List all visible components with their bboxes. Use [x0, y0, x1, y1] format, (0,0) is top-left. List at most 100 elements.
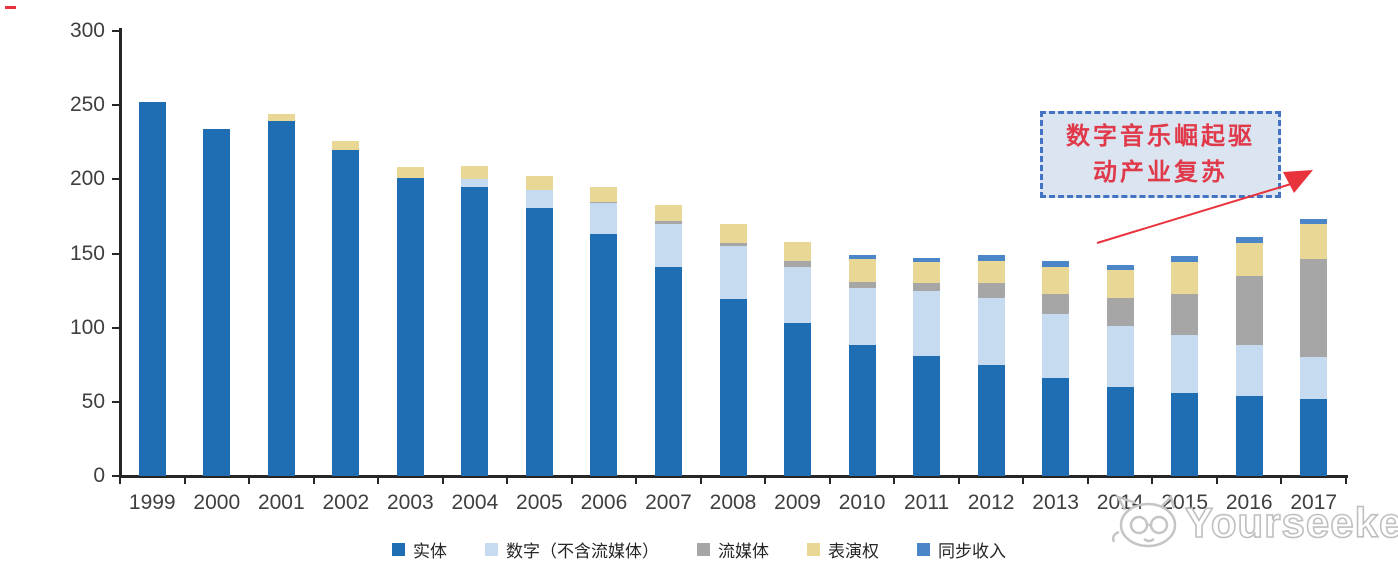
legend-item-physical: 实体 — [392, 537, 447, 562]
x-axis-tick-mark — [828, 476, 831, 484]
bar-2006-streaming — [590, 201, 618, 204]
x-axis-tick-label-2008: 2008 — [709, 491, 757, 514]
bar-2004-performance-rights — [461, 165, 489, 180]
bar-2015-performance-rights — [1171, 262, 1199, 294]
x-axis-tick-label-2001: 2001 — [257, 491, 305, 514]
bar-2016-physical — [1235, 395, 1263, 476]
bar-2003-physical — [396, 177, 424, 476]
bar-1999-physical — [138, 102, 166, 476]
cat-logo-icon — [1111, 494, 1177, 548]
x-axis-tick-mark — [1086, 476, 1089, 484]
x-axis-line — [119, 475, 1348, 478]
bar-2013-performance-rights — [1042, 266, 1070, 294]
x-axis-tick-label-2011: 2011 — [903, 491, 950, 514]
x-axis-tick-mark — [570, 476, 573, 484]
legend-item-streaming: 流媒体 — [697, 537, 769, 562]
legend-label-sync: 同步收入 — [938, 542, 1006, 561]
bar-2012-sync — [977, 254, 1005, 261]
legend-swatch-performance-rights — [807, 543, 820, 556]
y-axis-tick-label: 300 — [69, 19, 105, 42]
watermark: Yourseeker — [1105, 494, 1398, 552]
legend-label-physical: 实体 — [413, 542, 447, 561]
x-axis-tick-label-2009: 2009 — [774, 491, 821, 514]
bar-2001-physical — [267, 121, 295, 476]
x-axis-tick-mark — [1215, 476, 1218, 484]
x-axis-tick-mark — [1151, 476, 1154, 484]
legend-label-digital-excl-streaming: 数字（不含流媒体） — [506, 542, 659, 561]
x-axis-tick-label-2013: 2013 — [1032, 491, 1079, 514]
bar-2009-digital-excl-streaming — [784, 266, 812, 324]
x-axis-tick-mark — [506, 476, 509, 484]
x-axis-tick-label-2012: 2012 — [967, 491, 1015, 514]
x-axis-tick-mark — [957, 476, 960, 484]
y-axis-tick-mark — [112, 400, 120, 403]
y-axis-tick-label: 100 — [69, 315, 105, 339]
x-axis-tick-mark — [764, 476, 767, 484]
bar-2011-digital-excl-streaming — [913, 290, 941, 356]
y-axis-tick-mark — [112, 475, 120, 477]
bar-2014-physical — [1106, 387, 1134, 476]
y-axis-tick-label: 250 — [69, 93, 105, 117]
bar-2006-performance-rights — [590, 186, 618, 202]
bar-2015-streaming — [1171, 293, 1199, 336]
x-axis-tick-mark — [248, 476, 251, 484]
bar-2016-digital-excl-streaming — [1235, 345, 1263, 396]
bar-2008-digital-excl-streaming — [719, 246, 747, 300]
legend-swatch-sync — [917, 543, 930, 556]
bar-2010-physical — [848, 345, 876, 476]
y-axis-line — [119, 28, 122, 478]
annotation-text-line2: 动产业复苏 — [1093, 158, 1228, 186]
bar-2014-digital-excl-streaming — [1106, 326, 1134, 387]
x-axis-tick-label-2007: 2007 — [645, 491, 692, 514]
legend-item-sync: 同步收入 — [917, 537, 1006, 562]
bar-2012-streaming — [977, 283, 1005, 298]
legend-item-performance-rights: 表演权 — [807, 537, 879, 562]
bar-2007-physical — [654, 266, 682, 476]
bar-2012-digital-excl-streaming — [977, 298, 1005, 365]
legend-swatch-physical — [392, 543, 405, 556]
bar-2016-streaming — [1235, 275, 1263, 346]
legend-label-performance-rights: 表演权 — [828, 542, 879, 561]
legend-swatch-digital-excl-streaming — [485, 543, 498, 556]
bar-2015-physical — [1171, 392, 1199, 476]
x-axis-tick-mark — [893, 476, 896, 484]
bar-2005-physical — [525, 207, 553, 476]
bar-2013-digital-excl-streaming — [1042, 314, 1070, 379]
bar-2014-performance-rights — [1106, 269, 1134, 298]
bar-2005-digital-excl-streaming — [525, 189, 553, 208]
bar-2013-streaming — [1042, 293, 1070, 315]
bar-2017-performance-rights — [1300, 223, 1328, 260]
bar-2014-sync — [1106, 265, 1134, 270]
y-axis-tick-mark — [112, 326, 120, 329]
y-axis-tick-mark — [112, 104, 120, 107]
x-axis-tick-label-2003: 2003 — [387, 491, 434, 514]
x-axis-tick-label-2016: 2016 — [1225, 491, 1273, 514]
bar-2011-sync — [913, 257, 941, 263]
x-axis-tick-mark — [1022, 476, 1025, 484]
y-axis-tick-mark — [112, 252, 120, 255]
annotation-box: 数字音乐崛起驱 动产业复苏 — [1040, 111, 1281, 198]
legend-item-digital-excl-streaming: 数字（不含流媒体） — [485, 537, 659, 562]
x-axis-tick-label-2006: 2006 — [580, 491, 628, 514]
bar-2008-performance-rights — [719, 223, 747, 244]
watermark-text: Yourseeker — [1184, 498, 1398, 547]
x-axis-tick-mark — [1280, 476, 1283, 484]
x-axis-tick-mark — [183, 476, 186, 484]
bar-2004-physical — [461, 186, 489, 476]
annotation-text-line1: 数字音乐崛起驱 — [1066, 122, 1255, 150]
bar-2008-physical — [719, 299, 747, 476]
x-axis-tick-label-2004: 2004 — [451, 491, 499, 514]
red-dash-artifact — [5, 6, 16, 9]
x-axis-tick-mark — [312, 476, 315, 484]
bar-2014-streaming — [1106, 298, 1134, 327]
x-axis-tick-mark — [377, 476, 380, 484]
y-axis-tick-label: 150 — [69, 241, 105, 265]
bar-2002-performance-rights — [332, 140, 360, 150]
y-axis-tick-label: 200 — [69, 167, 105, 191]
x-axis-tick-label-1999: 1999 — [128, 491, 176, 514]
y-axis-tick-mark — [112, 30, 120, 32]
y-axis-tick-label: 0 — [93, 464, 105, 487]
bar-2010-streaming — [848, 281, 876, 288]
